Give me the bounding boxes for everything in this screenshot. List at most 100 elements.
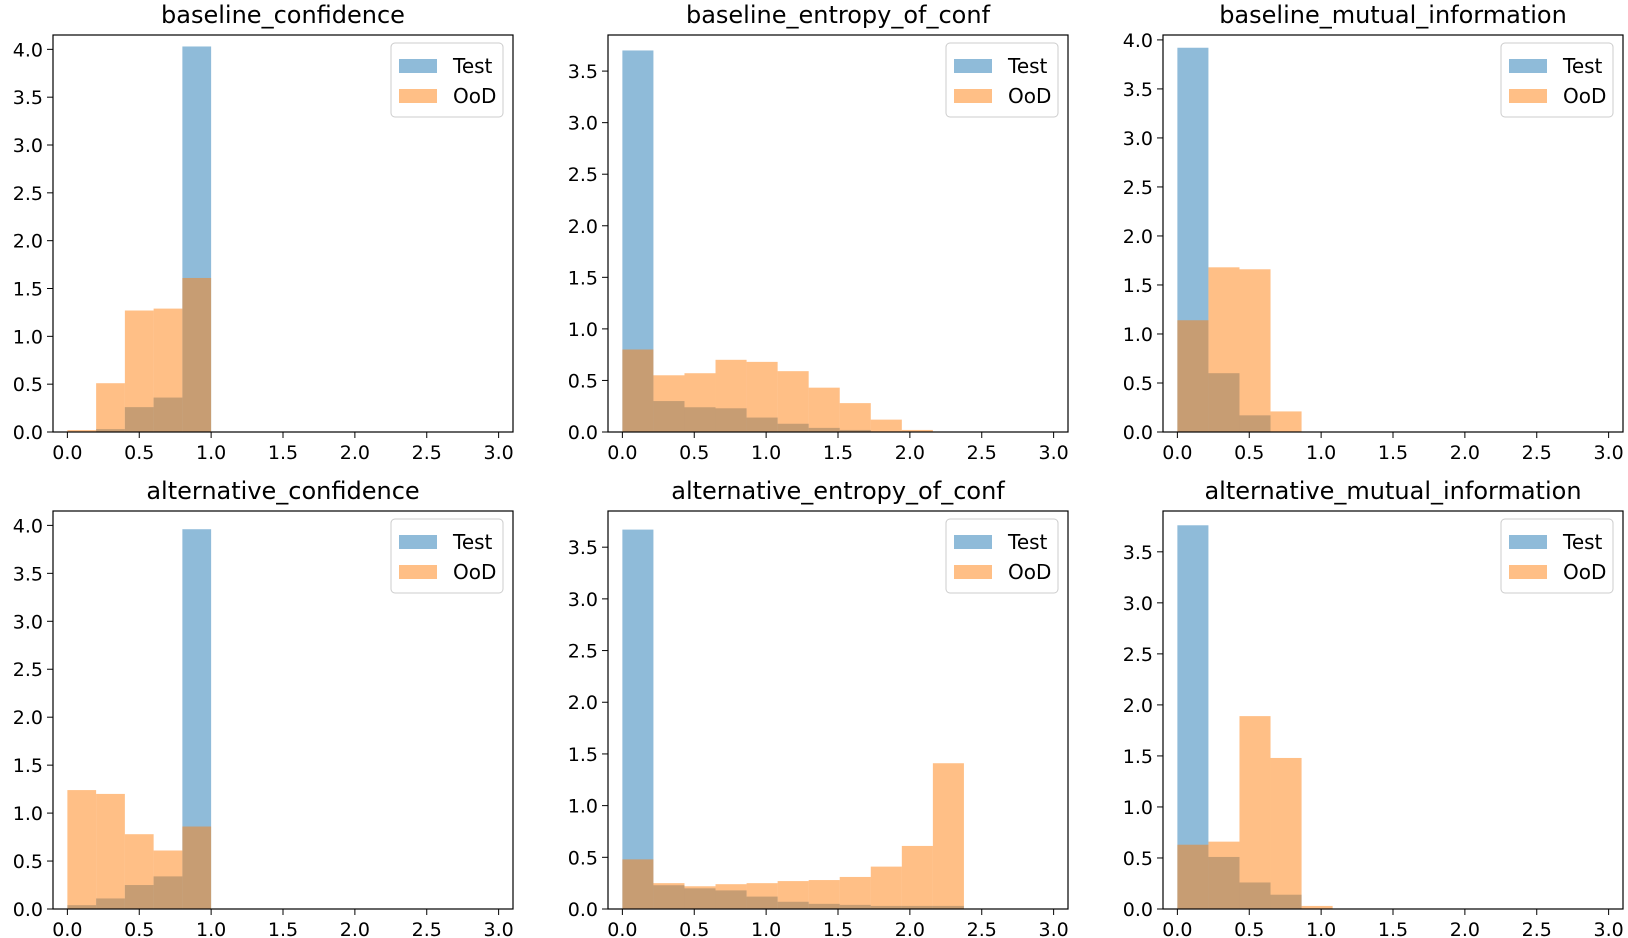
y-tick-label: 1.0 (13, 803, 43, 825)
panel-title: alternative_mutual_information (1204, 477, 1581, 505)
y-tick-label: 1.0 (13, 326, 43, 348)
x-tick-label: 3.0 (1594, 442, 1624, 464)
ood-bar (67, 790, 97, 909)
y-tick-label: 2.5 (568, 641, 598, 663)
panel-5: alternative_mutual_information 0.0 0.5 1.0 1… (1123, 477, 1624, 938)
y-tick-label: 0.5 (568, 847, 598, 869)
ood-bar (1177, 844, 1209, 909)
ood-bar (153, 850, 183, 909)
ood-bar (808, 880, 840, 909)
y-tick-label: 0.0 (13, 899, 43, 921)
y-tick-label: 3.5 (1123, 79, 1153, 101)
y-tick-label: 0.5 (1123, 848, 1153, 870)
x-tick-label: 1.0 (751, 442, 781, 464)
panel-3: alternative_confidence 0.0 0.5 1.0 1.5 2.0 2.5… (13, 477, 514, 938)
x-tick-label: 2.5 (412, 919, 442, 938)
ood-bar (1301, 905, 1333, 909)
ood-bar (839, 876, 871, 909)
y-tick-label: 3.5 (13, 563, 43, 585)
ood-bar (901, 845, 933, 909)
ood-bar (746, 883, 778, 909)
y-tick-label: 0.5 (13, 374, 43, 396)
y-tick-label: 0.5 (568, 370, 598, 392)
ood-bar (182, 277, 212, 432)
x-tick-label: 1.5 (823, 442, 853, 464)
y-tick-label: 0.0 (568, 422, 598, 444)
x-tick-label: 0.5 (679, 442, 709, 464)
x-tick-label: 2.5 (1522, 919, 1552, 938)
legend-label-ood: OoD (453, 560, 496, 584)
x-tick-label: 1.0 (751, 919, 781, 938)
x-tick-label: 2.0 (340, 442, 370, 464)
x-tick-label: 2.5 (412, 442, 442, 464)
ood-bar (67, 430, 97, 432)
ood-bar (684, 373, 716, 432)
ood-bar (1208, 267, 1240, 432)
panel-title: baseline_mutual_information (1219, 1, 1567, 29)
legend: Test OoD (1500, 42, 1614, 118)
legend-label-test: Test (1007, 530, 1048, 554)
legend-label-ood: OoD (453, 84, 496, 108)
panel-4: alternative_entropy_of_conf 0.0 0.5 1.0 1.5 2… (568, 477, 1069, 938)
x-tick-label: 2.0 (895, 919, 925, 938)
y-tick-label: 2.5 (1123, 177, 1153, 199)
y-tick-label: 1.5 (1123, 746, 1153, 768)
y-tick-label: 2.0 (1123, 226, 1153, 248)
legend-label-ood: OoD (1008, 84, 1051, 108)
ood-bar (870, 419, 902, 432)
x-tick-label: 1.0 (1306, 442, 1336, 464)
ood-bar (808, 387, 840, 432)
y-tick-label: 3.0 (13, 611, 43, 633)
y-tick-label: 1.5 (13, 279, 43, 301)
x-tick-label: 1.0 (196, 919, 226, 938)
ood-bar (96, 793, 125, 909)
legend: Test OoD (390, 42, 504, 118)
x-tick-label: 1.5 (1378, 442, 1408, 464)
panel-2: baseline_mutual_information 0.0 0.5 1.0 1.5 2… (1123, 1, 1624, 464)
y-tick-label: 4.0 (13, 515, 43, 537)
x-tick-label: 3.0 (1594, 919, 1624, 938)
ood-bar (622, 349, 654, 432)
ood-bar (715, 359, 747, 432)
ood-bar (839, 403, 871, 432)
ood-bar (1177, 320, 1209, 432)
y-tick-label: 1.0 (568, 796, 598, 818)
legend-label-test: Test (1562, 530, 1603, 554)
legend-label-ood: OoD (1008, 560, 1051, 584)
x-tick-label: 0.0 (1162, 919, 1192, 938)
ood-bar (653, 883, 685, 909)
x-tick-label: 1.5 (268, 442, 298, 464)
legend: Test OoD (945, 518, 1059, 594)
x-tick-label: 2.5 (967, 442, 997, 464)
y-tick-label: 3.5 (568, 537, 598, 559)
panel-title: alternative_entropy_of_conf (671, 477, 1005, 505)
legend-label-test: Test (452, 54, 493, 78)
x-tick-label: 0.0 (607, 919, 637, 938)
y-tick-label: 2.0 (13, 231, 43, 253)
y-tick-label: 4.0 (1123, 30, 1153, 52)
y-tick-label: 2.5 (13, 659, 43, 681)
y-tick-label: 1.0 (1123, 324, 1153, 346)
y-tick-label: 0.5 (13, 851, 43, 873)
legend-swatch-ood (954, 89, 992, 103)
x-tick-label: 2.0 (1450, 442, 1480, 464)
legend-swatch-test (399, 59, 437, 73)
y-tick-label: 2.5 (1123, 644, 1153, 666)
x-tick-label: 2.0 (1450, 919, 1480, 938)
panel-title: baseline_confidence (161, 1, 405, 29)
y-tick-label: 3.0 (13, 135, 43, 157)
x-tick-label: 2.0 (895, 442, 925, 464)
legend-swatch-ood (399, 89, 437, 103)
x-tick-label: 3.0 (484, 919, 514, 938)
y-tick-label: 3.0 (568, 113, 598, 135)
y-tick-label: 2.0 (13, 707, 43, 729)
x-tick-label: 3.0 (1039, 919, 1069, 938)
panel-title: baseline_entropy_of_conf (686, 1, 991, 29)
ood-bar (746, 361, 778, 432)
y-tick-label: 1.5 (568, 267, 598, 289)
x-tick-label: 0.0 (607, 442, 637, 464)
x-tick-label: 0.0 (52, 919, 82, 938)
y-tick-label: 1.5 (1123, 275, 1153, 297)
legend-label-test: Test (1562, 54, 1603, 78)
